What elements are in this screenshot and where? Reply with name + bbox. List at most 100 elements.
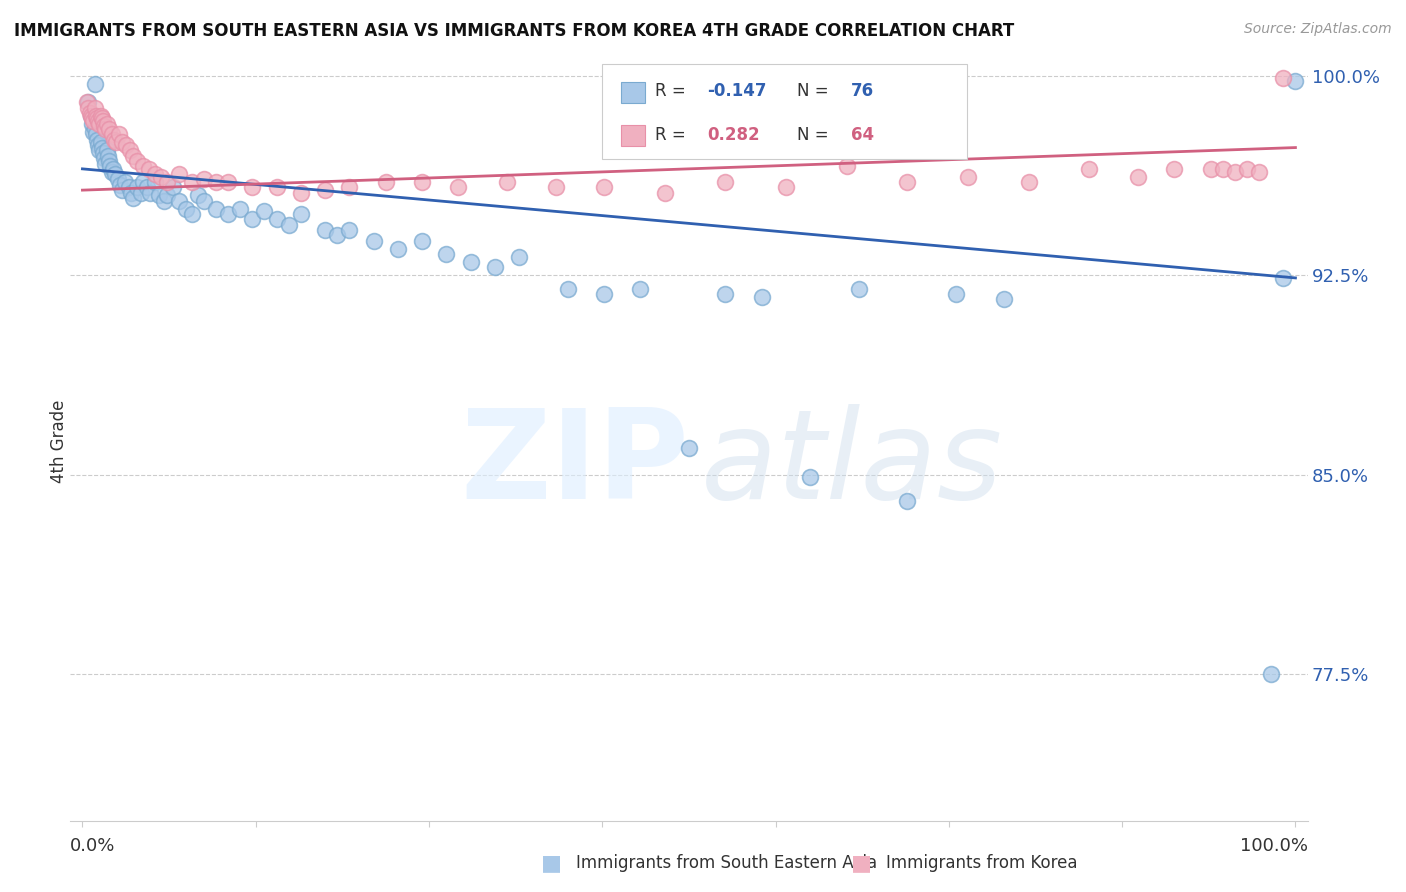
Point — [277, 218, 299, 232]
Text: N =: N = — [797, 126, 834, 144]
Point — [1223, 164, 1246, 178]
Point — [91, 145, 114, 160]
Point — [363, 234, 385, 248]
Point — [96, 143, 118, 157]
Point — [775, 180, 797, 194]
Point — [90, 135, 112, 149]
Point — [91, 114, 114, 128]
Point — [82, 112, 104, 126]
Point — [156, 188, 179, 202]
Point — [82, 117, 104, 131]
FancyBboxPatch shape — [602, 64, 967, 159]
Text: R =: R = — [655, 82, 690, 100]
Point — [125, 180, 148, 194]
Point — [266, 212, 288, 227]
Point — [84, 128, 107, 142]
Point — [139, 186, 162, 200]
Point — [217, 207, 239, 221]
Point — [135, 180, 157, 194]
Point — [1126, 169, 1149, 184]
Point — [193, 194, 215, 208]
Point — [79, 106, 101, 120]
Point — [111, 135, 134, 149]
Point — [117, 180, 139, 194]
Point — [1272, 271, 1295, 285]
Point — [896, 175, 918, 189]
Point — [114, 175, 136, 189]
Point — [98, 153, 121, 168]
Point — [593, 286, 616, 301]
Point — [411, 175, 433, 189]
Point — [89, 143, 111, 157]
Point — [115, 137, 138, 152]
Point — [945, 286, 967, 301]
Point — [103, 132, 125, 146]
Point — [714, 286, 737, 301]
Point — [90, 112, 112, 126]
Point — [80, 109, 103, 123]
Point — [1247, 164, 1270, 178]
Point — [799, 470, 821, 484]
Point — [148, 188, 170, 202]
Point — [993, 292, 1015, 306]
Point — [896, 494, 918, 508]
Point — [290, 186, 312, 200]
Point — [217, 175, 239, 189]
Point — [76, 95, 98, 110]
Point — [180, 207, 202, 221]
Point — [508, 250, 530, 264]
Point — [314, 223, 336, 237]
Point — [156, 175, 179, 189]
Text: ■: ■ — [541, 854, 562, 873]
Point — [94, 156, 117, 170]
Text: 100.0%: 100.0% — [1240, 837, 1308, 855]
Point — [678, 441, 700, 455]
Point — [87, 114, 110, 128]
Point — [97, 148, 120, 162]
Point — [94, 122, 117, 136]
Point — [835, 159, 858, 173]
Point — [100, 128, 122, 142]
Point — [150, 169, 173, 184]
Point — [169, 167, 191, 181]
Point — [174, 202, 197, 216]
Point — [90, 109, 112, 123]
Point — [434, 247, 457, 261]
Text: 76: 76 — [851, 82, 873, 100]
Point — [544, 180, 567, 194]
Point — [240, 212, 263, 227]
Point — [1163, 161, 1185, 176]
Point — [138, 161, 160, 176]
Point — [84, 109, 107, 123]
Point — [387, 242, 409, 256]
Point — [1018, 175, 1040, 189]
FancyBboxPatch shape — [621, 81, 645, 103]
Point — [337, 180, 360, 194]
Point — [290, 207, 312, 221]
Point — [205, 175, 228, 189]
Text: Source: ZipAtlas.com: Source: ZipAtlas.com — [1244, 22, 1392, 37]
Point — [374, 175, 396, 189]
Point — [98, 122, 121, 136]
Point — [100, 164, 122, 178]
Point — [496, 175, 519, 189]
Point — [337, 223, 360, 237]
Point — [253, 204, 276, 219]
Point — [129, 186, 152, 200]
Text: ZIP: ZIP — [460, 404, 689, 524]
Point — [266, 180, 288, 194]
Point — [1199, 161, 1222, 176]
Point — [1272, 71, 1295, 86]
Point — [105, 135, 128, 149]
Text: 0.0%: 0.0% — [70, 837, 115, 855]
Point — [193, 172, 215, 186]
Text: R =: R = — [655, 126, 690, 144]
Point — [87, 137, 110, 152]
Point — [89, 117, 111, 131]
Point — [132, 159, 155, 173]
Point — [111, 183, 134, 197]
Point — [180, 175, 202, 189]
Point — [628, 282, 651, 296]
Point — [314, 183, 336, 197]
Point — [93, 151, 115, 165]
